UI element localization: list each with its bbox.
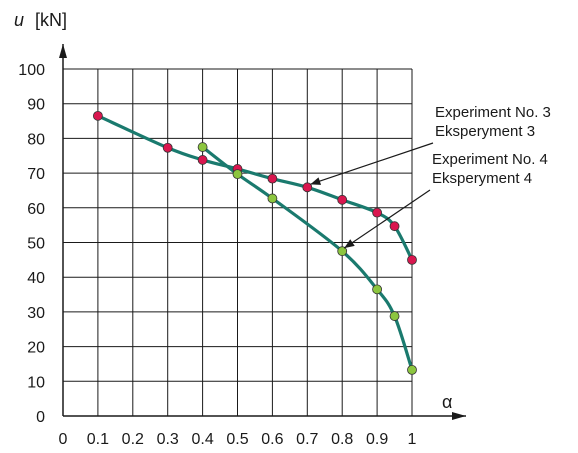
data-point-series-1	[372, 207, 383, 218]
data-point-series-2	[232, 169, 243, 180]
y-axis-title: u [kN]	[14, 10, 67, 30]
annotation-line2: Eksperyment 4	[432, 170, 532, 187]
annotation-arrowhead	[344, 239, 355, 249]
data-point-series-2	[407, 364, 417, 375]
data-point-series-2	[197, 142, 208, 152]
x-tick-label: 1	[408, 431, 417, 448]
y-axis-unit: [kN]	[35, 10, 67, 30]
data-point-series-2	[372, 284, 383, 295]
series-line-1	[96, 114, 414, 262]
y-tick-label: 20	[27, 340, 45, 357]
x-tick-label: 0.1	[87, 431, 109, 448]
annotation-line1: Experiment No. 4	[432, 151, 548, 168]
data-point-series-1	[407, 254, 417, 265]
x-tick-label: 0.5	[226, 431, 248, 448]
data-point-series-2	[267, 193, 278, 204]
annotation-leader	[310, 142, 434, 185]
annotation-leader	[343, 189, 431, 249]
data-points	[93, 110, 417, 375]
grid	[63, 68, 413, 416]
x-axis-title: α	[442, 392, 452, 412]
y-tick-label: 100	[18, 62, 45, 79]
x-tick-label: 0	[59, 431, 68, 448]
data-point-series-2	[337, 246, 348, 257]
data-point-series-1	[267, 173, 278, 184]
data-point-series-1	[302, 182, 313, 193]
axes	[59, 44, 466, 420]
y-tick-label: 60	[27, 201, 45, 218]
x-tick-label: 0.2	[122, 431, 144, 448]
x-tick-label: 0.7	[296, 431, 318, 448]
y-axis-arrow	[59, 44, 67, 58]
data-point-series-1	[197, 155, 208, 165]
y-tick-label: 0	[36, 409, 45, 426]
data-point-series-1	[389, 221, 400, 232]
data-point-series-1	[337, 194, 348, 205]
y-tick-label: 50	[27, 236, 45, 253]
annotation-line2: Eksperyment 3	[435, 123, 535, 140]
x-axis-arrow	[452, 412, 466, 420]
x-tick-label: 0.8	[331, 431, 353, 448]
y-tick-label: 90	[27, 97, 45, 114]
y-tick-label: 10	[27, 374, 45, 391]
data-point-series-2	[389, 311, 400, 321]
y-tick-label: 30	[27, 305, 45, 322]
tick-labels: 0 0.1 0.2 0.3 0.4 0.5 0.6 0.7 0.8 0.9 101020304050…	[18, 62, 416, 448]
annotation-arrowhead	[310, 177, 322, 185]
annotation-line1: Experiment No. 3	[435, 104, 551, 121]
x-tick-label: 0.3	[157, 431, 179, 448]
x-tick-label: 0.6	[261, 431, 283, 448]
x-tick-label: 0.4	[191, 431, 213, 448]
annotations: Experiment No. 3 Eksperyment 3 Experiment …	[310, 104, 551, 249]
data-point-series-1	[93, 110, 103, 121]
y-tick-label: 80	[27, 131, 45, 148]
y-tick-label: 70	[27, 166, 45, 183]
y-tick-label: 40	[27, 270, 45, 287]
data-point-series-1	[162, 142, 173, 153]
x-tick-label: 0.9	[366, 431, 388, 448]
y-axis-variable: u	[14, 10, 24, 30]
